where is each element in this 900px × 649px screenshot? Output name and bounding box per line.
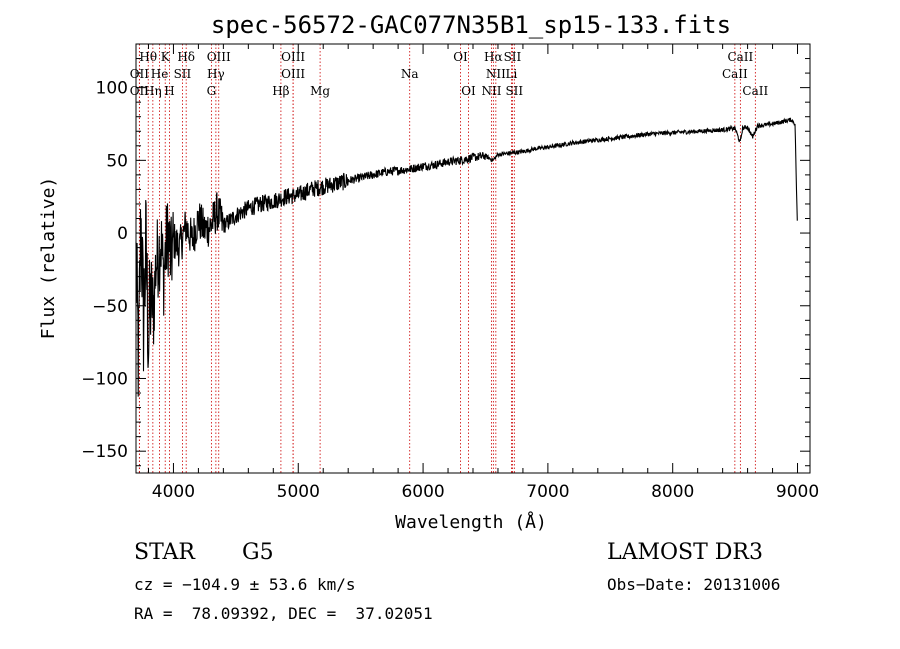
y-tick-label: −50 <box>92 297 128 317</box>
spectral-line-label: G <box>207 84 217 98</box>
spectral-line-label: OIII <box>281 50 305 64</box>
spectral-line-label: NII <box>481 84 501 98</box>
y-tick-label: −150 <box>81 442 128 462</box>
x-tick-label: 9000 <box>776 482 819 502</box>
spectral-line-label: SII <box>505 84 523 98</box>
y-tick-label: 50 <box>106 151 128 171</box>
spectral-line-label: CaII <box>742 84 768 98</box>
object-subclass: G5 <box>242 540 274 565</box>
flux-series-line <box>135 117 798 397</box>
x-tick-label: 4000 <box>152 482 195 502</box>
coordinates: RA = 78.09392, DEC = 37.02051 <box>134 604 433 623</box>
spectral-line-label: He <box>151 67 169 81</box>
spectral-line-label: H <box>164 84 174 98</box>
spectral-line-label: CaII <box>727 50 753 64</box>
spectral-line-label: Hβ <box>272 84 289 98</box>
x-axis-ticks: 4000 5000 6000 7000 8000 9000 <box>147 44 819 502</box>
spectral-line-label: OI <box>461 84 476 98</box>
spectral-line-label: Hθ <box>139 50 157 64</box>
spectral-line-label: NII <box>486 67 506 81</box>
spectral-line-label: CaII <box>722 67 748 81</box>
x-tick-label: 5000 <box>277 482 320 502</box>
redshift-text: cz = −104.9 ± 53.6 km/s <box>134 575 356 594</box>
x-tick-label: 7000 <box>526 482 569 502</box>
spectral-line-label: Hδ <box>177 50 195 64</box>
spectral-line-label: SII <box>174 67 192 81</box>
x-axis-label: Wavelength (Å) <box>395 511 547 533</box>
x-tick-label: 8000 <box>651 482 694 502</box>
spectral-line-label: SII <box>504 50 522 64</box>
spectral-line-label: OIII <box>281 67 305 81</box>
spectral-line-label: Na <box>401 67 419 81</box>
spectral-line-label: Hη <box>144 84 162 98</box>
y-tick-label: −100 <box>81 369 128 389</box>
spectral-line-markers <box>138 44 756 473</box>
spectral-line-label: OII <box>130 67 150 81</box>
y-axis-label: Flux (relative) <box>38 177 59 340</box>
spectral-line-label: OI <box>453 50 468 64</box>
obs-date: Obs−Date: 20131006 <box>607 575 781 594</box>
spectral-line-label: Li <box>506 67 518 81</box>
y-tick-label: 100 <box>96 79 128 99</box>
spectral-line-label: Hα <box>484 50 503 64</box>
spectral-line-label: OIII <box>207 50 231 64</box>
object-class: STAR <box>134 540 195 565</box>
survey-name: LAMOST DR3 <box>607 540 763 565</box>
y-axis-ticks: −150 −100 −50 0 50 100 <box>81 58 810 467</box>
spectral-line-label: K <box>161 50 171 64</box>
y-tick-label: 0 <box>117 224 128 244</box>
x-tick-label: 6000 <box>401 482 444 502</box>
plot-frame <box>135 43 811 474</box>
chart-title: spec-56572-GAC077N35B1_sp15-133.fits <box>211 11 731 39</box>
spectral-line-label: Mg <box>310 84 330 98</box>
spectral-line-label: Hγ <box>207 67 225 81</box>
